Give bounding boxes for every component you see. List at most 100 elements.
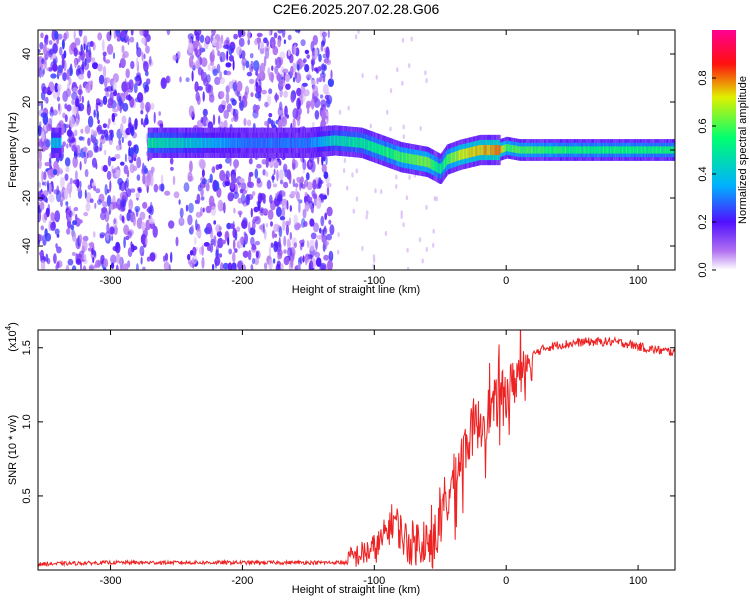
noise-speckle	[311, 122, 315, 128]
noise-speckle	[56, 96, 61, 102]
track-cell	[346, 136, 348, 147]
noise-speckle	[246, 71, 253, 77]
noise-speckle	[310, 98, 315, 110]
track-cell	[388, 147, 390, 158]
noise-speckle	[278, 226, 283, 238]
track-cell	[306, 137, 309, 148]
noise-speckle	[123, 236, 126, 249]
noise-speckle	[119, 265, 124, 270]
noise-speckle	[111, 113, 116, 123]
noise-speckle	[219, 51, 226, 63]
noise-speckle	[318, 76, 323, 83]
track-cell	[552, 146, 554, 154]
noise-speckle	[71, 106, 76, 116]
noise-speckle	[234, 248, 238, 253]
noise-speckle	[279, 179, 284, 185]
noise-speckle	[74, 37, 81, 46]
noise-speckle	[45, 253, 49, 263]
noise-speckle	[326, 206, 333, 217]
noise-speckle	[78, 30, 83, 37]
track-cell	[355, 137, 358, 148]
noise-speckle	[160, 174, 164, 186]
noise-speckle	[211, 49, 215, 55]
noise-speckle	[256, 67, 259, 72]
noise-speckle	[242, 250, 249, 258]
noise-speckle	[95, 162, 98, 170]
noise-speckle	[153, 183, 159, 193]
noise-speckle	[136, 156, 142, 169]
noise-speckle	[425, 246, 428, 252]
noise-speckle	[132, 153, 137, 159]
noise-speckle	[263, 55, 267, 67]
noise-speckle	[268, 71, 275, 82]
noise-speckle	[302, 255, 305, 263]
noise-speckle	[320, 215, 325, 227]
noise-speckle	[260, 41, 265, 49]
noise-speckle	[292, 163, 296, 171]
noise-speckle	[250, 207, 253, 218]
noise-speckle	[232, 59, 235, 71]
noise-speckle	[62, 72, 67, 82]
noise-speckle	[82, 146, 88, 153]
noise-speckle	[38, 181, 41, 189]
noise-speckle	[199, 56, 203, 65]
noise-speckle	[254, 215, 261, 225]
x-tick-label: -100	[363, 575, 385, 587]
noise-speckle	[269, 194, 273, 204]
noise-speckle	[223, 109, 229, 120]
noise-speckle	[172, 54, 178, 61]
noise-speckle	[129, 163, 135, 174]
noise-speckle	[354, 34, 358, 40]
noise-speckle	[309, 239, 315, 252]
noise-speckle	[408, 63, 411, 69]
noise-speckle	[278, 169, 284, 181]
noise-speckle	[153, 111, 156, 124]
noise-speckle	[102, 164, 108, 173]
noise-speckle	[322, 194, 328, 200]
y-tick-label: 1.0	[21, 414, 33, 429]
noise-speckle	[312, 193, 318, 199]
track-cell	[519, 146, 522, 154]
noise-speckle	[110, 262, 115, 269]
noise-speckle	[60, 176, 65, 189]
noise-speckle	[93, 109, 96, 118]
noise-speckle	[83, 35, 88, 44]
noise-speckle	[52, 109, 58, 116]
noise-speckle	[282, 68, 289, 74]
noise-speckle	[268, 88, 273, 95]
track-cell	[416, 155, 419, 166]
track-cell	[610, 146, 613, 154]
noise-speckle	[124, 165, 128, 175]
noise-speckle	[195, 211, 202, 218]
noise-speckle	[316, 234, 323, 240]
noise-speckle	[178, 199, 181, 205]
noise-speckle	[97, 199, 102, 205]
snr-panel: -300 -200 -100 0 100 0.5 1.0 1.5 Height of str…	[4, 322, 676, 596]
noise-speckle	[254, 240, 261, 246]
noise-speckle	[142, 201, 148, 209]
noise-speckle	[141, 221, 146, 231]
noise-speckle	[280, 263, 284, 270]
noise-speckle	[83, 265, 86, 270]
noise-speckle	[418, 237, 422, 243]
spectrogram-y-label: Frequency (Hz)	[7, 112, 19, 188]
noise-speckle	[101, 134, 105, 140]
noise-speckle	[102, 201, 108, 208]
noise-speckle	[40, 112, 48, 118]
noise-speckle	[72, 220, 78, 226]
track-cell	[652, 146, 655, 154]
noise-speckle	[396, 67, 399, 73]
noise-speckle	[277, 106, 284, 117]
colorbar-tick-label: 0.4	[697, 166, 709, 181]
noise-speckle	[39, 201, 45, 211]
noise-speckle	[118, 96, 123, 107]
noise-speckle	[76, 106, 79, 118]
noise-speckle	[369, 123, 372, 129]
noise-speckle	[64, 187, 69, 200]
noise-speckle	[236, 226, 241, 232]
noise-speckle	[109, 226, 115, 235]
noise-speckle	[42, 68, 46, 75]
noise-speckle	[320, 99, 327, 108]
noise-speckle	[202, 108, 208, 117]
noise-speckle	[337, 232, 340, 238]
